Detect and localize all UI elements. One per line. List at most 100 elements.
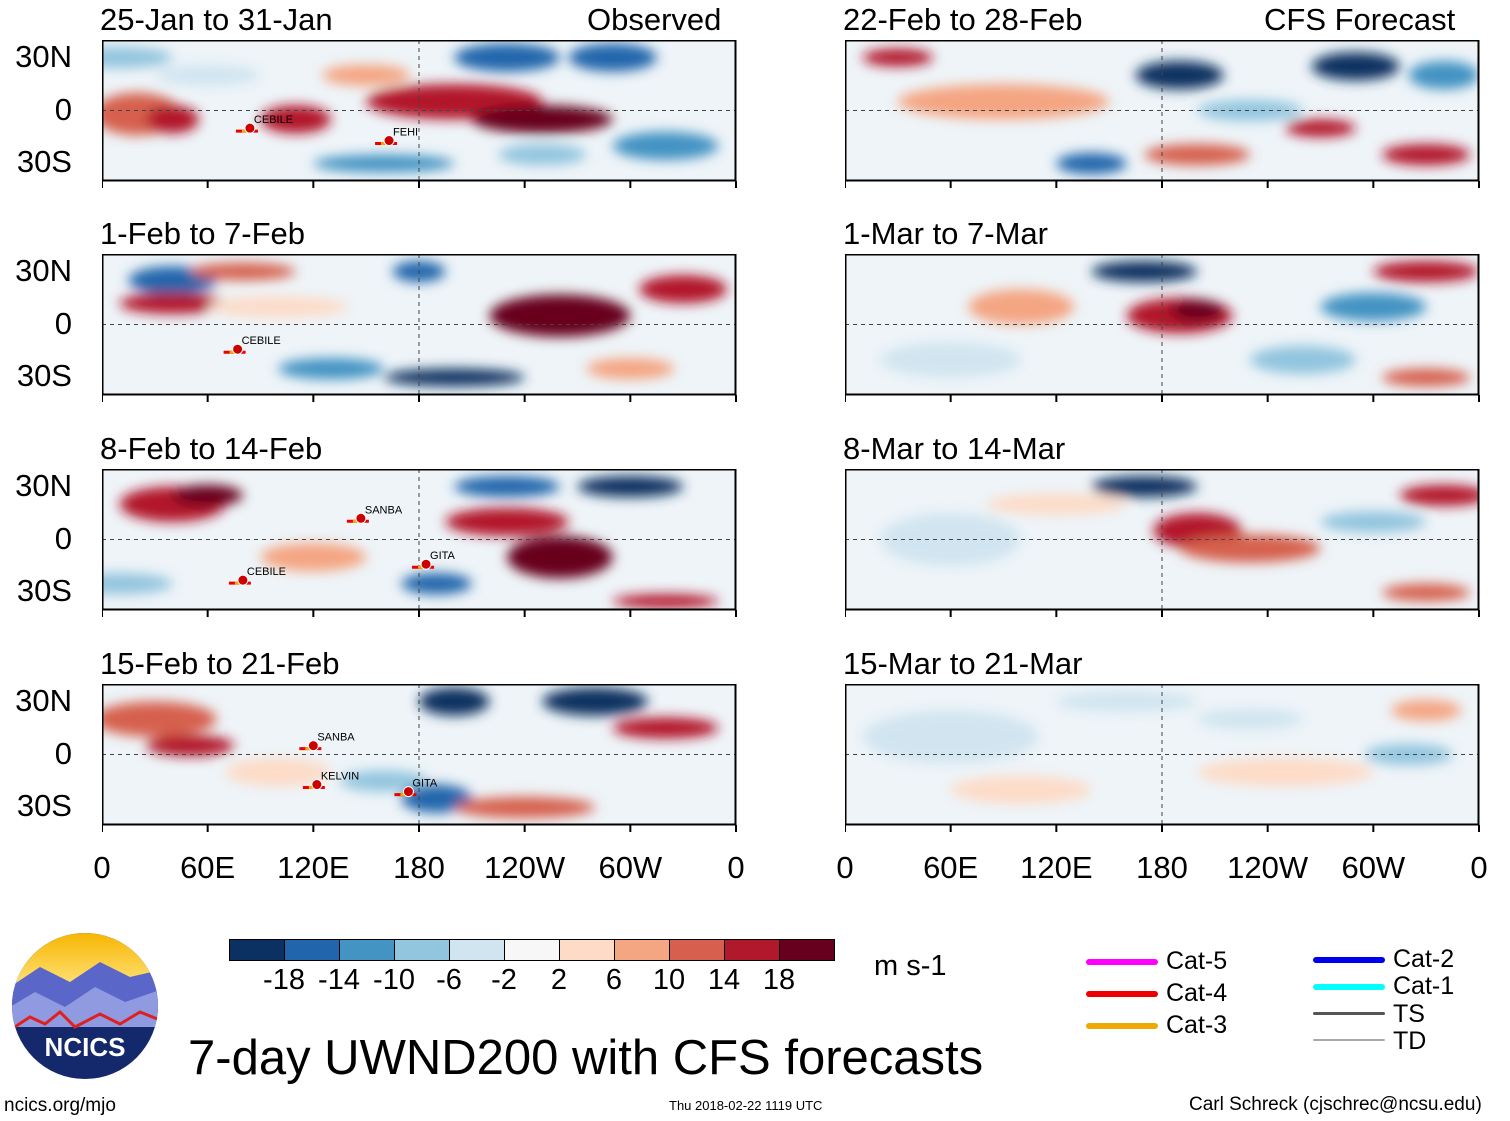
legend-label: TD bbox=[1393, 1027, 1427, 1055]
legend-label: Cat-2 bbox=[1393, 945, 1455, 973]
wind-anomaly-region bbox=[950, 775, 1092, 804]
lat-label: 30S bbox=[16, 788, 72, 823]
wind-anomaly-region bbox=[454, 475, 560, 498]
wind-anomaly-region bbox=[1320, 292, 1427, 321]
panel-title: 22-Feb to 28-Feb bbox=[843, 2, 1083, 37]
wind-anomaly-region bbox=[225, 758, 331, 787]
colorbar-label: -10 bbox=[373, 964, 415, 996]
panel-title: 15-Feb to 21-Feb bbox=[100, 646, 340, 681]
wind-anomaly-region bbox=[102, 46, 173, 69]
wind-anomaly-region bbox=[119, 292, 226, 314]
wind-anomaly-region bbox=[1285, 119, 1356, 137]
panel-title: 8-Feb to 14-Feb bbox=[100, 431, 323, 466]
cfs-forecast-label: CFS Forecast bbox=[1264, 2, 1456, 37]
site-link[interactable]: ncics.org/mjo bbox=[4, 1095, 116, 1116]
lat-label: 0 bbox=[54, 521, 72, 556]
wind-anomaly-region bbox=[1382, 583, 1471, 602]
wind-anomaly-region bbox=[612, 131, 719, 160]
storm-name: SANBA bbox=[317, 732, 355, 744]
wind-anomaly-region bbox=[454, 43, 560, 72]
lat-label: 30S bbox=[16, 573, 72, 608]
lat-label: 30N bbox=[15, 253, 72, 288]
storm-name: SANBA bbox=[365, 504, 403, 516]
storm-marker: KELVIN bbox=[302, 771, 359, 791]
ncics-logo: NCICS bbox=[12, 933, 158, 1079]
wind-anomaly-region bbox=[862, 48, 934, 67]
lon-label: 120E bbox=[277, 850, 350, 885]
lat-label: 30S bbox=[16, 144, 72, 179]
wind-anomaly-region bbox=[1197, 758, 1374, 787]
storm-marker: GITA bbox=[394, 778, 438, 798]
colorbar-label: 2 bbox=[550, 964, 568, 996]
map-panel: SANBA GITA CEBILE bbox=[102, 469, 737, 617]
wind-anomaly-region bbox=[498, 144, 587, 166]
wind-anomaly-region bbox=[1382, 144, 1471, 166]
lon-label: 60W bbox=[598, 850, 663, 885]
wind-anomaly-region bbox=[339, 770, 428, 792]
lon-label: 60E bbox=[180, 850, 236, 885]
panel-frame bbox=[845, 254, 1480, 396]
wind-anomaly-region bbox=[1197, 708, 1303, 730]
colorbar-swatch bbox=[780, 940, 834, 960]
storm-marker: CEBILE bbox=[235, 114, 293, 134]
colorbar-label: 10 bbox=[652, 964, 686, 996]
author: Carl Schreck (cjschrec@ncsu.edu) bbox=[1189, 1094, 1482, 1115]
wind-anomaly-region bbox=[985, 493, 1127, 515]
panel-frame bbox=[845, 40, 1480, 182]
wind-anomaly-region bbox=[1056, 690, 1198, 713]
colorbar-swatch bbox=[395, 940, 450, 960]
lon-label: 180 bbox=[393, 850, 445, 885]
legend-line bbox=[1086, 1023, 1158, 1029]
wind-anomaly-region bbox=[172, 484, 243, 506]
colorbar-label: -14 bbox=[318, 964, 360, 996]
storm-marker: SANBA bbox=[299, 732, 355, 752]
colorbar-swatch bbox=[285, 940, 340, 960]
wind-anomaly-region bbox=[313, 154, 455, 173]
wind-anomaly-region bbox=[1056, 152, 1127, 175]
storm-name: CEBILE bbox=[247, 566, 286, 578]
storm-marker: FEHI bbox=[375, 127, 418, 147]
wind-anomaly-region bbox=[897, 84, 1110, 120]
legend-line bbox=[1313, 957, 1385, 963]
colorbar-label: -6 bbox=[436, 964, 462, 996]
wind-anomaly-region bbox=[1382, 368, 1471, 387]
colorbar-units: m s-1 bbox=[874, 950, 947, 982]
lat-label: 30S bbox=[16, 358, 72, 393]
wind-anomaly-region bbox=[322, 64, 411, 86]
wind-anomaly-region bbox=[419, 687, 490, 716]
panel-frame bbox=[845, 684, 1480, 826]
lon-label: 0 bbox=[1470, 850, 1488, 885]
wind-anomaly-region bbox=[102, 701, 217, 737]
wind-anomaly-region bbox=[146, 735, 235, 757]
legend-line bbox=[1313, 1039, 1385, 1041]
wind-anomaly-region bbox=[260, 543, 367, 572]
colorbar-swatch bbox=[230, 940, 285, 960]
panel-title: 1-Mar to 7-Mar bbox=[843, 216, 1048, 251]
wind-anomaly-region bbox=[1399, 484, 1479, 506]
colorbar-label: -18 bbox=[263, 964, 305, 996]
wind-anomaly-region bbox=[1144, 144, 1251, 166]
colorbar-label: 14 bbox=[707, 964, 741, 996]
map-panel bbox=[845, 40, 1480, 188]
wind-anomaly-region bbox=[1197, 99, 1303, 122]
wind-anomaly-region bbox=[190, 262, 296, 281]
colorbar-swatch bbox=[560, 940, 615, 960]
wind-anomaly-region bbox=[862, 710, 1039, 764]
colorbar-label: -2 bbox=[491, 964, 517, 996]
legend-line bbox=[1313, 1012, 1385, 1015]
wind-anomaly-region bbox=[1170, 299, 1224, 321]
map-panel: CEBILE FEHI bbox=[102, 40, 737, 188]
wind-anomaly-region bbox=[1311, 52, 1400, 81]
panel-frame bbox=[845, 469, 1480, 611]
wind-anomaly-region bbox=[507, 535, 613, 579]
svg-text:NCICS: NCICS bbox=[45, 1032, 126, 1062]
legend-label: Cat-5 bbox=[1166, 947, 1228, 975]
lon-label: 60W bbox=[1341, 850, 1406, 885]
lon-label: 60E bbox=[923, 850, 979, 885]
legend-line bbox=[1313, 984, 1385, 990]
panel-title: 15-Mar to 21-Mar bbox=[843, 646, 1083, 681]
panel-frame bbox=[102, 684, 737, 826]
wind-anomaly-region bbox=[568, 43, 657, 72]
wind-anomaly-region bbox=[1320, 511, 1427, 533]
storm-name: KELVIN bbox=[321, 771, 359, 783]
